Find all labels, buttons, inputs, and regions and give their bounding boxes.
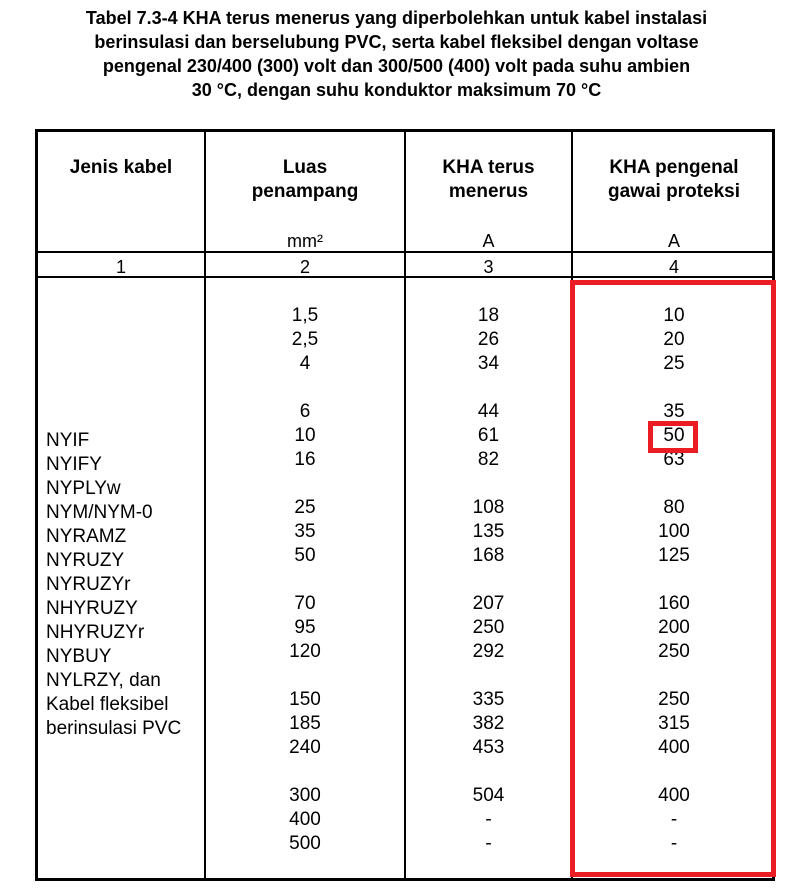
cell-kha-pengenal: 80 xyxy=(663,497,685,518)
cell-luas-penampang: 185 xyxy=(289,713,321,734)
column-number: 3 xyxy=(483,257,494,277)
cell-kha-pengenal: 20 xyxy=(663,329,685,350)
cell-kha-pengenal: 10 xyxy=(663,305,685,326)
highlight-value-box xyxy=(648,421,698,453)
header-kha-terus-menerus: KHA terus menerus xyxy=(442,157,535,202)
cell-kha-pengenal: 100 xyxy=(658,521,690,542)
unit-mm2: mm² xyxy=(287,231,323,251)
cable-type: NYBUY xyxy=(46,646,112,667)
cell-luas-penampang: 16 xyxy=(294,449,316,470)
header-jenis-kabel: Jenis kabel xyxy=(69,157,173,178)
cell-luas-penampang: 120 xyxy=(289,641,321,662)
cell-kha-terus-menerus: 207 xyxy=(472,593,505,614)
cell-kha-pengenal: 35 xyxy=(663,401,685,422)
cell-kha-pengenal: 63 xyxy=(663,449,685,470)
cell-kha-pengenal: - xyxy=(670,833,678,854)
cell-luas-penampang: 500 xyxy=(289,833,321,854)
cell-luas-penampang: 400 xyxy=(289,809,321,830)
cell-kha-pengenal: 250 xyxy=(658,689,690,710)
header-luas-penampang: Luas penampang xyxy=(251,157,359,202)
cell-kha-pengenal: 400 xyxy=(658,737,690,758)
table-caption: Tabel 7.3-4 KHA terus menerus yang diper… xyxy=(0,6,793,102)
cell-kha-terus-menerus: 292 xyxy=(472,641,505,662)
cell-kha-terus-menerus: 34 xyxy=(477,353,500,374)
cell-luas-penampang: 35 xyxy=(294,521,316,542)
cable-table: Jenis kabel Luas penampang KHA terus men… xyxy=(35,129,776,881)
cell-luas-penampang: 50 xyxy=(294,545,316,566)
cell-kha-terus-menerus: 44 xyxy=(477,401,500,422)
cable-type: NYLRZY, dan xyxy=(46,670,161,691)
cell-luas-penampang: 10 xyxy=(294,425,316,446)
cable-type: berinsulasi PVC xyxy=(46,718,182,739)
row-divider xyxy=(38,276,772,278)
unit-ampere: A xyxy=(667,231,680,251)
cable-type: NHYRUZY xyxy=(46,598,138,619)
cable-type: NYRUZYr xyxy=(46,574,131,595)
cable-type: NYIF xyxy=(46,430,90,451)
cable-type: NYRUZY xyxy=(46,550,125,571)
cell-kha-terus-menerus: 108 xyxy=(472,497,505,518)
cell-kha-terus-menerus: - xyxy=(485,809,492,830)
cell-kha-pengenal: 25 xyxy=(663,353,685,374)
header-kha-pengenal: KHA pengenal gawai proteksi xyxy=(608,157,740,202)
row-divider xyxy=(38,251,772,253)
column-number: 2 xyxy=(299,257,310,277)
cell-kha-pengenal: 50 xyxy=(663,425,685,446)
caption-line: pengenal 230/400 (300) volt dan 300/500 … xyxy=(102,56,691,76)
cable-type: NHYRUZYr xyxy=(46,622,145,643)
cell-luas-penampang: 70 xyxy=(294,593,316,614)
cell-kha-terus-menerus: 504 xyxy=(472,785,505,806)
cell-kha-terus-menerus: 335 xyxy=(472,689,505,710)
cell-kha-pengenal: 250 xyxy=(658,641,690,662)
caption-line: Tabel 7.3-4 KHA terus menerus yang diper… xyxy=(85,8,708,28)
column-divider xyxy=(404,132,406,878)
cell-kha-pengenal: 200 xyxy=(658,617,690,638)
cell-kha-terus-menerus: 61 xyxy=(477,425,500,446)
cell-kha-pengenal: 125 xyxy=(658,545,690,566)
caption-line: 30 °C, dengan suhu konduktor maksimum 70… xyxy=(191,80,602,100)
cell-luas-penampang: 2,5 xyxy=(291,329,319,350)
cell-kha-pengenal: - xyxy=(670,809,678,830)
cell-kha-terus-menerus: 18 xyxy=(477,305,500,326)
caption-line: berinsulasi dan berselubung PVC, serta k… xyxy=(94,32,699,52)
cable-type: Kabel fleksibel xyxy=(46,694,169,715)
cell-luas-penampang: 4 xyxy=(299,353,311,374)
cell-kha-terus-menerus: 250 xyxy=(472,617,505,638)
cable-type: NYPLYw xyxy=(46,478,121,499)
cell-luas-penampang: 6 xyxy=(299,401,311,422)
cell-luas-penampang: 150 xyxy=(289,689,321,710)
cable-type: NYIFY xyxy=(46,454,102,475)
cell-luas-penampang: 25 xyxy=(294,497,316,518)
cell-kha-terus-menerus: 135 xyxy=(472,521,505,542)
cell-kha-pengenal: 315 xyxy=(658,713,690,734)
cell-kha-pengenal: 160 xyxy=(658,593,690,614)
cell-luas-penampang: 95 xyxy=(294,617,316,638)
highlight-column-box xyxy=(570,280,776,877)
cell-kha-terus-menerus: 82 xyxy=(477,449,500,470)
cell-kha-terus-menerus: 453 xyxy=(472,737,505,758)
column-number: 4 xyxy=(668,257,679,277)
cable-type: NYRAMZ xyxy=(46,526,127,547)
unit-ampere: A xyxy=(482,231,495,251)
cell-kha-terus-menerus: - xyxy=(485,833,492,854)
cell-kha-terus-menerus: 382 xyxy=(472,713,505,734)
cell-luas-penampang: 1,5 xyxy=(291,305,319,326)
cable-type-list: NYIF NYIFY NYPLYw NYM/NYM-0 NYRAMZ NYRUZ… xyxy=(46,429,181,741)
column-number: 1 xyxy=(115,257,126,277)
cell-kha-pengenal: 400 xyxy=(658,785,690,806)
cell-luas-penampang: 300 xyxy=(289,785,321,806)
cell-luas-penampang: 240 xyxy=(289,737,321,758)
cell-kha-terus-menerus: 26 xyxy=(477,329,500,350)
column-divider xyxy=(204,132,206,878)
cell-kha-terus-menerus: 168 xyxy=(472,545,505,566)
cable-type: NYM/NYM-0 xyxy=(46,502,153,523)
